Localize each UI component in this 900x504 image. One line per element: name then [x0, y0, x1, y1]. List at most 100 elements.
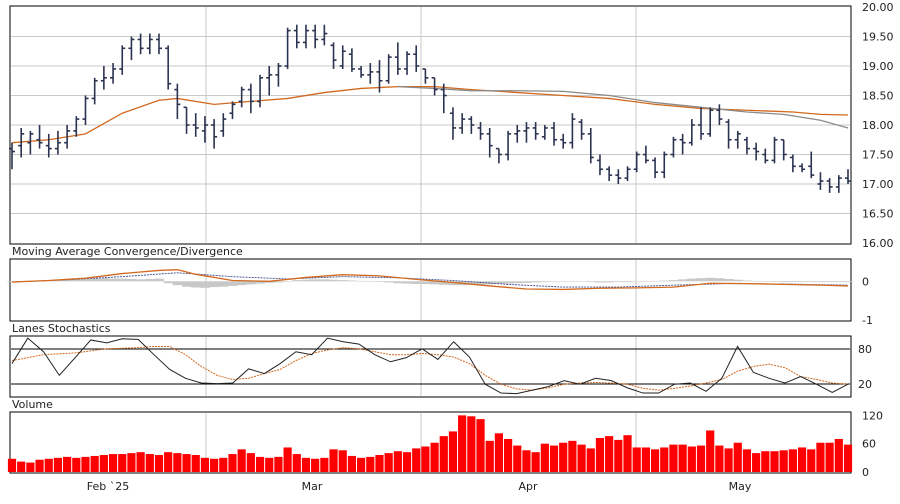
volume-bar: [458, 415, 467, 472]
stoch-tick-label: 20: [858, 378, 872, 391]
volume-bar: [467, 416, 476, 472]
ohlc-bar: [642, 145, 649, 164]
macd-histogram-bar: [843, 281, 853, 283]
macd-histogram-bar: [172, 281, 183, 286]
volume-bar: [311, 458, 320, 472]
macd-histogram-bar: [227, 281, 238, 286]
volume-bar: [402, 452, 412, 472]
volume-bar: [35, 459, 44, 472]
volume-bar: [320, 457, 329, 472]
ohlc-bar: [817, 172, 824, 190]
volume-bar: [742, 449, 752, 472]
ohlc-bar: [753, 142, 760, 161]
price-tick-label: 18.50: [862, 90, 894, 103]
macd-histogram-bar: [815, 281, 826, 283]
macd-histogram-bar: [99, 278, 109, 282]
macd-histogram-bar: [613, 281, 624, 283]
stoch-panel-title: Lanes Stochastics: [12, 322, 111, 335]
ohlc-bar: [229, 101, 236, 120]
ohlc-bar: [275, 63, 282, 87]
macd-histogram-bar: [347, 280, 357, 282]
ohlc-bar: [707, 107, 714, 137]
macd-histogram-bar: [650, 280, 660, 282]
ohlc-bar: [698, 107, 705, 140]
macd-histogram-bar: [62, 279, 73, 282]
ohlc-bar: [376, 60, 383, 93]
ohlc-bar: [459, 113, 466, 134]
volume-bar: [145, 454, 154, 472]
volume-bar: [531, 452, 540, 472]
volume-bar: [605, 436, 614, 472]
macd-histogram-bar: [292, 280, 302, 282]
macd-histogram-bar: [622, 281, 633, 283]
ohlc-bar: [293, 24, 300, 49]
volume-bar: [687, 446, 696, 472]
volume-bar: [338, 450, 347, 472]
volume-bar: [559, 442, 568, 472]
ohlc-bar: [128, 36, 135, 61]
macd-line: [11, 269, 849, 291]
ohlc-bar: [211, 119, 218, 149]
volume-bar: [127, 453, 136, 472]
volume-tick-label: 60: [862, 438, 876, 451]
ohlc-bar: [238, 86, 245, 108]
macd-histogram-bar: [126, 278, 137, 282]
macd-histogram-bar: [466, 281, 477, 285]
volume-bar: [494, 433, 503, 472]
macd-histogram-bar: [273, 281, 284, 283]
macd-histogram-bar: [356, 280, 366, 282]
volume-bar: [283, 447, 292, 472]
ohlc-bar: [312, 24, 319, 49]
volume-bar: [476, 419, 485, 472]
ohlc-bar: [615, 169, 622, 184]
volume-bars: [7, 415, 853, 472]
volume-bar: [173, 453, 182, 472]
volume-axis: 120 60 0: [862, 409, 883, 479]
stoch-axis: 80 20: [858, 343, 872, 391]
price-tick-label: 16.00: [862, 237, 894, 250]
ohlc-bar: [468, 116, 475, 134]
volume-bar: [118, 454, 127, 472]
ohlc-bar: [174, 83, 181, 120]
macd-histogram-bar: [136, 279, 146, 282]
volume-bar: [63, 456, 72, 472]
volume-bar: [577, 444, 586, 472]
macd-histogram-bar: [237, 281, 247, 286]
macd-histogram-bar: [659, 280, 670, 282]
ohlc-bar: [431, 77, 438, 96]
stoch-levels: [11, 348, 850, 385]
stoch-k-line: [11, 337, 849, 395]
volume-bar: [632, 447, 641, 472]
macd-histogram-bar: [586, 281, 596, 283]
ohlc-bar: [789, 154, 796, 173]
macd-histogram: [7, 277, 853, 288]
volume-bar: [439, 436, 448, 472]
price-panel: [9, 5, 852, 245]
macd-histogram-bar: [494, 281, 504, 284]
macd-histogram-bar: [723, 278, 734, 282]
ohlc-bar: [661, 151, 668, 179]
volume-bar: [779, 450, 788, 472]
macd-histogram-bar: [576, 281, 587, 282]
ohlc-bar: [284, 27, 291, 69]
macd-histogram-bar: [595, 281, 605, 283]
price-tick-label: 17.00: [862, 178, 894, 191]
volume-bar: [595, 438, 605, 472]
volume-bar: [412, 448, 421, 472]
ohlc-bar: [165, 45, 172, 90]
ohlc-bar: [367, 63, 374, 84]
ohlc-bar: [477, 122, 484, 140]
macd-histogram-bar: [338, 280, 348, 282]
macd-histogram-bar: [668, 280, 679, 282]
volume-bar: [329, 449, 338, 472]
macd-histogram-bar: [108, 278, 118, 282]
ohlc-bar: [551, 122, 558, 146]
macd-histogram-bar: [384, 281, 394, 283]
macd-histogram-bar: [687, 278, 697, 282]
macd-histogram-bar: [319, 279, 330, 282]
volume-bar: [641, 447, 650, 472]
volume-bar: [807, 449, 816, 472]
stoch-panel: [9, 335, 852, 398]
ohlc-bar: [201, 116, 208, 143]
volume-bar: [825, 442, 834, 472]
